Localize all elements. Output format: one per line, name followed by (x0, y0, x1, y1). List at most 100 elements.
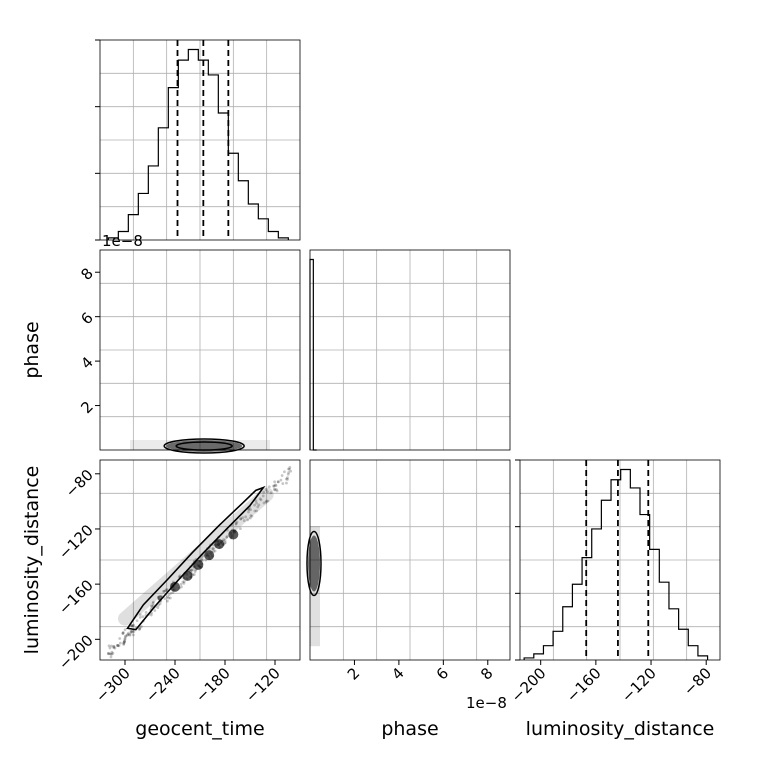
scatter-point (225, 536, 228, 539)
scatter-point (126, 633, 130, 636)
scatter-point (163, 597, 167, 600)
phase-x-offset-text: 1e−8 (466, 694, 507, 712)
scatter-point (254, 499, 258, 503)
scatter-point (212, 547, 215, 551)
scatter-point (191, 568, 195, 572)
scatter-point (122, 642, 126, 646)
scatter-point (211, 547, 215, 550)
phase-offset-text: 1e−8 (102, 232, 143, 250)
x-tick-label-phase: 4 (388, 664, 407, 683)
x-tick-label-phase: 8 (477, 664, 496, 683)
scatter-point (288, 466, 292, 469)
scatter-point (182, 580, 186, 583)
x-tick-label-geocent: −120 (242, 664, 284, 706)
panel-frame-3 (99, 459, 301, 661)
scatter-point (126, 633, 129, 637)
scatter-point (139, 625, 143, 628)
scatter-point (138, 613, 142, 617)
scatter-point (153, 609, 157, 612)
scatter-point (213, 549, 217, 553)
scatter-point (272, 484, 276, 488)
scatter-point (272, 485, 276, 488)
scatter-point (280, 474, 284, 477)
density-band (118, 487, 274, 626)
scatter-point (273, 480, 277, 484)
density-core (308, 535, 320, 592)
contour-core (228, 529, 239, 540)
scatter-point (222, 538, 226, 541)
x-tick-label-lumdist: −120 (618, 664, 660, 706)
y-tick-label-lumdist: −160 (55, 576, 97, 618)
x-label-luminosity-distance: luminosity_distance (526, 718, 715, 740)
scatter-point (123, 640, 127, 644)
scatter-point (190, 569, 193, 572)
scatter-point (234, 522, 238, 526)
scatter-point (112, 645, 116, 649)
scatter-point (248, 516, 252, 520)
scatter-point (112, 644, 116, 648)
scatter-point (128, 633, 132, 637)
scatter-point (108, 652, 112, 656)
scatter-point (157, 603, 160, 607)
scatter-point (127, 631, 130, 635)
contour-core (170, 581, 180, 592)
scatter-point (244, 515, 248, 519)
scatter-point (135, 619, 139, 623)
histogram-step-2 (309, 258, 317, 451)
scatter-point (132, 633, 135, 637)
scatter-point (182, 581, 186, 585)
scatter-point (193, 570, 197, 574)
scatter-point (253, 509, 257, 513)
scatter-point (264, 500, 268, 504)
scatter-point (289, 469, 293, 473)
scatter-point (165, 599, 169, 603)
scatter-point (107, 644, 111, 648)
x-tick-label-geocent: −180 (192, 664, 234, 706)
scatter-point (274, 488, 278, 491)
y-label-phase: phase (21, 321, 43, 378)
scatter-point (131, 629, 135, 633)
scatter-point (287, 467, 290, 471)
scatter-point (287, 471, 291, 474)
scatter-point (201, 558, 204, 562)
scatter-point (255, 509, 258, 513)
contour-core (193, 559, 204, 570)
y-tick-label-phase: 6 (77, 309, 96, 328)
scatter-point (273, 487, 276, 491)
y-label-luminosity-distance: luminosity_distance (21, 466, 43, 655)
y-tick-label-phase: 4 (77, 353, 96, 372)
scatter-point (106, 652, 110, 656)
scatter-point (132, 630, 136, 633)
scatter-point (286, 476, 289, 480)
y-tick-label-phase: 2 (77, 398, 96, 417)
scatter-point (241, 516, 245, 520)
scatter-point (130, 624, 134, 628)
panel-frame-1 (99, 249, 301, 451)
scatter-point (239, 517, 243, 521)
scatter-point (109, 652, 113, 656)
scatter-point (283, 470, 286, 474)
x-tick-label-phase: 2 (344, 664, 363, 683)
scatter-point (192, 573, 196, 576)
scatter-point (162, 589, 165, 593)
scatter-point (179, 582, 183, 586)
scatter-point (121, 630, 125, 634)
scatter-point (124, 635, 127, 639)
scatter-point (262, 490, 266, 494)
scatter-point (118, 637, 122, 640)
scatter-point (130, 624, 134, 628)
scatter-point (124, 634, 128, 638)
scatter-point (249, 508, 253, 512)
scatter-point (129, 629, 133, 633)
scatter-point (281, 482, 285, 485)
scatter-point (223, 539, 227, 543)
x-tick-label-phase: 6 (433, 664, 452, 683)
scatter-point (158, 602, 162, 606)
scatter-point (118, 641, 122, 645)
scatter-point (166, 595, 169, 599)
x-label-phase: phase (381, 718, 438, 740)
scatter-point (111, 651, 115, 655)
scatter-point (106, 651, 110, 655)
histogram-step-0 (107, 48, 289, 240)
